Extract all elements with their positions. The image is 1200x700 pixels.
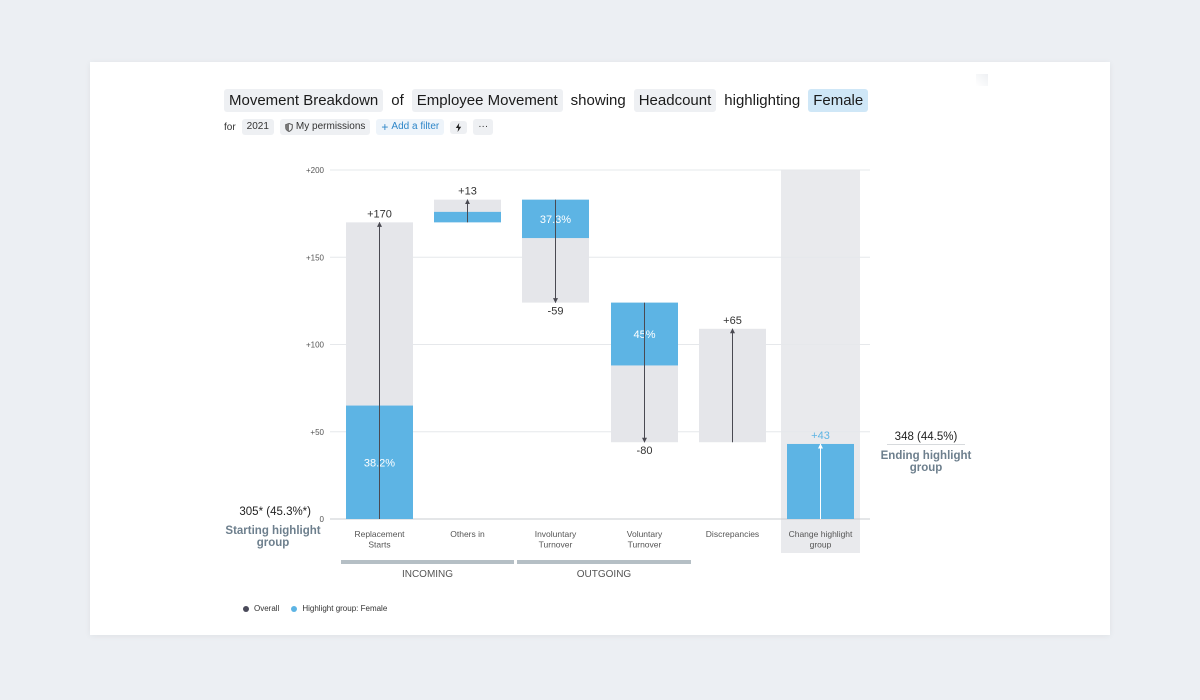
metric-selector[interactable]: Movement Breakdown	[224, 88, 384, 112]
year-filter-chip[interactable]: 2021	[241, 119, 274, 135]
filter-bar: for 2021 My permissions + Add a filter ·…	[224, 119, 494, 135]
start-caption-line: group	[257, 537, 290, 549]
permissions-label: My permissions	[295, 121, 366, 132]
card-corner-decoration	[976, 74, 988, 86]
delta-label: -80	[637, 445, 653, 457]
filter-for-label: for	[224, 121, 236, 133]
query-connector-of: of	[391, 91, 404, 109]
y-tick-label: +100	[306, 341, 325, 350]
x-category-label: Voluntary	[627, 529, 663, 539]
legend-item-highlight: Highlight group: Female	[291, 604, 387, 613]
shield-icon	[285, 122, 293, 132]
legend-dot-overall	[243, 605, 249, 612]
x-category-label: Replacement	[354, 529, 405, 539]
legend-label-overall: Overall	[254, 604, 280, 613]
x-category-label: Change highlight	[789, 529, 853, 539]
delta-label: +65	[723, 315, 742, 327]
group-label: INCOMING	[402, 569, 453, 580]
measure-selector[interactable]: Headcount	[633, 88, 717, 112]
highlight-selector[interactable]: Female	[808, 88, 869, 112]
y-tick-label: +200	[306, 166, 325, 175]
query-connector-highlighting: highlighting	[724, 91, 801, 109]
delta-label: +170	[367, 208, 392, 220]
query-connector-showing: showing	[570, 91, 626, 109]
add-filter-label: Add a filter	[391, 121, 440, 132]
y-tick-label: +50	[310, 428, 324, 437]
more-options-button[interactable]: ···	[473, 119, 494, 135]
x-category-label: Turnover	[539, 540, 573, 550]
group-bar	[517, 560, 691, 564]
report-card: Movement Breakdown of Employee Movement …	[90, 62, 1110, 635]
quick-action-button[interactable]	[450, 120, 468, 134]
x-category-label: Involuntary	[535, 529, 577, 539]
permissions-chip[interactable]: My permissions	[279, 119, 371, 135]
y-tick-label: 0	[320, 515, 325, 524]
end-value-label: 348 (44.5%)	[895, 431, 958, 443]
end-caption-line: group	[910, 462, 943, 474]
start-value-label: 305* (45.3%*)	[239, 506, 311, 518]
chart-legend: Overall Highlight group: Female	[243, 604, 387, 613]
delta-label: -59	[548, 306, 564, 318]
x-category-label: Turnover	[628, 540, 662, 550]
x-category-label: Others in	[450, 529, 485, 539]
lightning-icon	[456, 122, 462, 132]
dataset-selector[interactable]: Employee Movement	[411, 88, 563, 112]
legend-item-overall: Overall	[243, 604, 279, 613]
group-bar	[341, 560, 514, 564]
end-caption-line: Ending highlight	[881, 450, 972, 462]
x-category-label: Discrepancies	[706, 529, 759, 539]
legend-label-highlight: Highlight group: Female	[302, 604, 388, 613]
legend-dot-highlight	[291, 605, 298, 612]
y-tick-label: +150	[306, 253, 325, 262]
query-sentence: Movement Breakdown of Employee Movement …	[224, 88, 869, 112]
plus-icon: +	[381, 120, 389, 134]
x-category-label: group	[810, 540, 832, 550]
delta-label: +13	[458, 186, 477, 198]
add-filter-button[interactable]: + Add a filter	[376, 119, 445, 135]
x-category-label: Starts	[368, 540, 390, 550]
group-label: OUTGOING	[577, 569, 632, 580]
start-caption-line: Starting highlight	[225, 525, 320, 537]
waterfall-chart: 0+50+100+150+20038.2%+170ReplacementStar…	[225, 166, 972, 580]
delta-label: +43	[811, 430, 830, 442]
